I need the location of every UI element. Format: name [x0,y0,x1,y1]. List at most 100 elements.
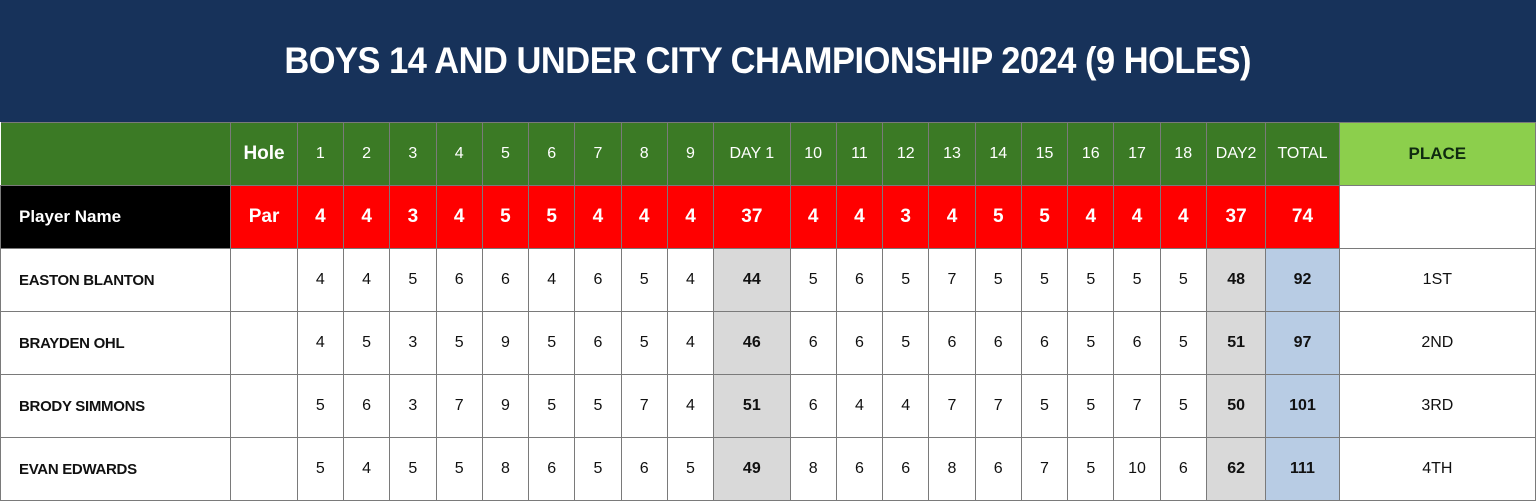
par-value: 5 [974,185,1022,249]
par-value: 37 [713,185,791,249]
total-cell: 97 [1265,311,1340,375]
player-name-header: Player Name [0,185,232,249]
day-total-cell: 49 [713,437,791,501]
score-cell: 8 [481,437,530,501]
score-cell: 8 [789,437,837,501]
place-cell: 2ND [1338,311,1536,375]
column-header: 8 [620,122,668,186]
par-value: 4 [1067,185,1115,249]
column-header: 15 [1020,122,1069,186]
hole-header-row: Hole 1 2 3 4 5 6 7 8 9 DAY 1 10 11 12 13 14 15 16 17 18 DAY2… [0,122,1536,186]
place-blank-cell [1338,185,1536,249]
score-cell: 6 [435,248,483,312]
column-header: 14 [974,122,1022,186]
score-cell: 5 [1159,248,1207,312]
day-total-cell: 51 [713,374,791,438]
score-cell: 7 [928,248,976,312]
score-cell: 6 [789,374,837,438]
day-total-cell: 50 [1205,374,1267,438]
par-value: 4 [620,185,668,249]
score-cell: 5 [342,311,391,375]
score-cell: 5 [1067,374,1115,438]
par-value: 4 [1159,185,1207,249]
score-cell: 8 [928,437,976,501]
score-cell: 5 [1020,374,1069,438]
column-header: TOTAL [1265,122,1340,186]
score-cell: 7 [928,374,976,438]
par-value: 4 [574,185,622,249]
score-cell: 5 [620,248,668,312]
day-total-cell: 51 [1205,311,1267,375]
score-cell: 4 [666,248,715,312]
score-cell: 9 [481,311,530,375]
score-cell: 5 [296,374,344,438]
par-value: 5 [481,185,530,249]
score-cell: 5 [789,248,837,312]
table-row: BRAYDEN OHL 4 5 3 5 9 5 6 5 4 46 6 6 5 6 6 6 5 6 5 51 97 2ND [0,311,1536,375]
column-header: 3 [389,122,437,186]
score-cell: 5 [435,311,483,375]
score-cell: 6 [928,311,976,375]
player-name: BRODY SIMMONS [0,374,232,438]
score-cell: 4 [528,248,576,312]
score-cell: 5 [528,374,576,438]
column-header: 12 [882,122,930,186]
column-header: 5 [481,122,530,186]
par-row: Player Name Par 4 4 3 4 5 5 4 4 4 37 4 4 3 4 5 5 4 4 4 37 74 [0,185,1536,249]
par-value: 5 [528,185,576,249]
score-cell: 6 [1113,311,1161,375]
score-cell: 5 [1159,311,1207,375]
table-row: BRODY SIMMONS 5 6 3 7 9 5 5 7 4 51 6 4 4 7 7 5 5 7 5 50 101 3R… [0,374,1536,438]
par-value: 74 [1265,185,1340,249]
par-value: 37 [1205,185,1267,249]
score-cell: 7 [1020,437,1069,501]
score-cell: 5 [296,437,344,501]
place-header: PLACE [1338,122,1536,186]
par-value: 4 [928,185,976,249]
column-header: 18 [1159,122,1207,186]
score-cell: 5 [528,311,576,375]
score-cell: 4 [666,311,715,375]
column-header: 7 [574,122,622,186]
score-cell: 6 [481,248,530,312]
score-cell: 6 [574,311,622,375]
score-cell: 6 [1159,437,1207,501]
total-cell: 92 [1265,248,1340,312]
score-cell: 4 [342,437,391,501]
score-cell: 5 [574,437,622,501]
day-total-cell: 46 [713,311,791,375]
score-cell: 6 [528,437,576,501]
column-header: 4 [435,122,483,186]
column-header: 6 [528,122,576,186]
score-cell: 5 [389,248,437,312]
score-cell: 10 [1113,437,1161,501]
title-banner: BOYS 14 AND UNDER CITY CHAMPIONSHIP 2024… [0,0,1536,122]
par-value: 4 [666,185,715,249]
score-cell: 7 [435,374,483,438]
place-cell: 4TH [1338,437,1536,501]
par-value: 4 [296,185,344,249]
score-cell: 7 [1113,374,1161,438]
score-cell: 3 [389,374,437,438]
day-total-cell: 44 [713,248,791,312]
column-header: 2 [342,122,391,186]
score-cell: 6 [835,437,884,501]
score-cell: 5 [974,248,1022,312]
par-value: 3 [389,185,437,249]
score-cell: 7 [620,374,668,438]
score-cell: 5 [1067,311,1115,375]
column-header: 10 [789,122,837,186]
score-cell: 6 [974,311,1022,375]
player-name: EASTON BLANTON [0,248,232,312]
par-value: 4 [342,185,391,249]
score-cell: 6 [974,437,1022,501]
par-value: 4 [1113,185,1161,249]
blank-par-cell [230,437,298,501]
score-cell: 6 [882,437,930,501]
score-cell: 5 [1159,374,1207,438]
score-cell: 6 [574,248,622,312]
score-cell: 6 [835,311,884,375]
total-cell: 101 [1265,374,1340,438]
score-cell: 6 [620,437,668,501]
day-total-cell: 62 [1205,437,1267,501]
